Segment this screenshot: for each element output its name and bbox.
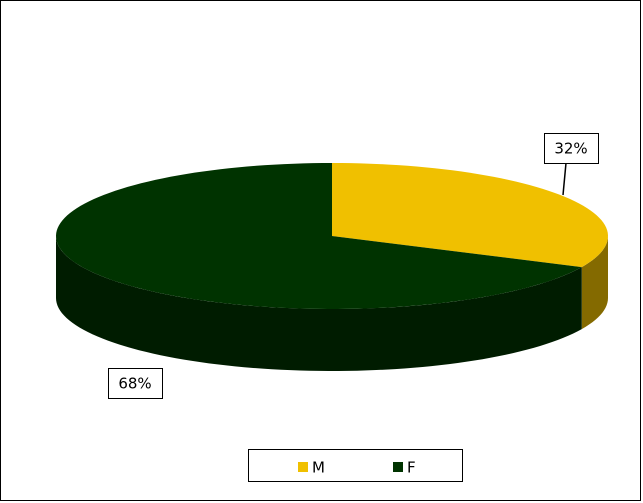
pie-slice bbox=[56, 163, 582, 309]
pie-slice bbox=[332, 163, 608, 268]
leader-line bbox=[562, 162, 567, 196]
data-label-box bbox=[108, 368, 163, 399]
legend-box bbox=[248, 449, 463, 482]
data-label-box bbox=[544, 133, 599, 164]
legend-label: M bbox=[312, 459, 325, 477]
legend-swatch bbox=[393, 462, 403, 472]
data-label: 32% bbox=[554, 140, 587, 158]
pie-side bbox=[56, 236, 582, 371]
legend-swatch bbox=[298, 462, 308, 472]
pie-side bbox=[581, 236, 608, 330]
legend-label: F bbox=[407, 459, 416, 477]
data-label: 68% bbox=[118, 375, 151, 393]
